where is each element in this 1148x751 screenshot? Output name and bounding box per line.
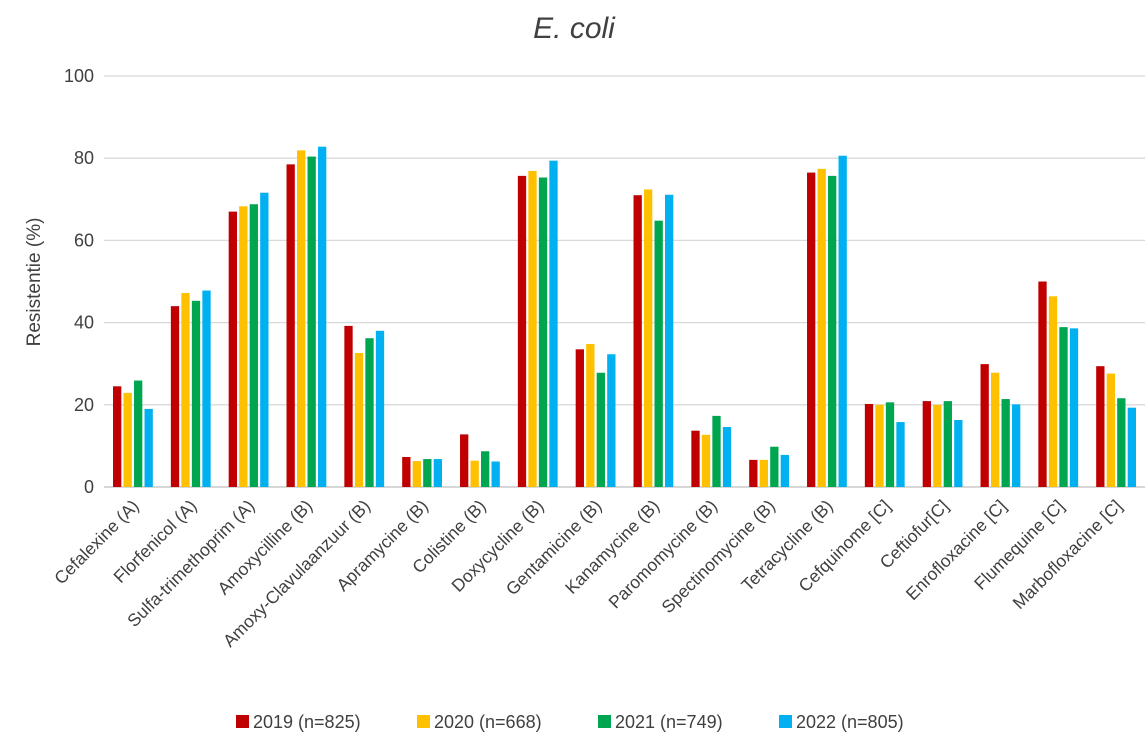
- bar: [864, 403, 874, 487]
- bar: [123, 392, 132, 487]
- bar: [644, 189, 653, 487]
- legend-label: 2021 (n=749): [615, 712, 723, 732]
- bar: [722, 426, 732, 487]
- bar: [828, 175, 837, 488]
- bar: [517, 175, 527, 488]
- bar: [239, 206, 248, 488]
- y-tick-label: 80: [74, 148, 94, 168]
- bar: [433, 459, 442, 487]
- bar: [691, 430, 700, 487]
- bar: [980, 364, 989, 487]
- bar: [633, 195, 642, 487]
- y-tick-label: 0: [84, 477, 94, 497]
- bar: [654, 220, 663, 487]
- y-tick-label: 40: [74, 313, 94, 333]
- y-axis-ticks: 0 20 40 60 80 100: [64, 66, 94, 497]
- bar: [1059, 327, 1068, 487]
- legend-label: 2020 (n=668): [434, 712, 542, 732]
- bar: [191, 300, 201, 487]
- bar: [712, 415, 721, 487]
- bar: [749, 459, 758, 487]
- bar: [896, 422, 905, 487]
- bar: [875, 404, 884, 487]
- bar: [491, 461, 500, 487]
- bar: [607, 354, 616, 487]
- legend-label: 2019 (n=825): [253, 712, 361, 732]
- bar: [575, 349, 584, 487]
- bar: [759, 459, 768, 487]
- bar: [412, 461, 421, 487]
- bar: [780, 454, 789, 487]
- bar: [770, 446, 779, 487]
- y-axis-label: Resistentie (%): [24, 218, 45, 347]
- bar: [1012, 404, 1021, 487]
- bar: [885, 402, 895, 487]
- bar: [460, 434, 469, 487]
- bar: [954, 420, 963, 487]
- chart-title: E. coli: [533, 12, 616, 45]
- gridlines: [104, 75, 1145, 488]
- legend-swatch: [598, 715, 611, 728]
- legend-swatch: [779, 715, 792, 728]
- bar: [528, 170, 537, 488]
- y-tick-label: 60: [74, 230, 94, 250]
- bar: [701, 434, 711, 487]
- bar: [933, 404, 942, 487]
- bar: [170, 306, 180, 487]
- bar: [181, 293, 190, 487]
- bar: [297, 150, 306, 488]
- bar: [286, 164, 295, 488]
- bar: [113, 386, 122, 487]
- bar: [1127, 407, 1136, 487]
- bar: [365, 338, 374, 487]
- bar: [344, 325, 353, 487]
- bar: [838, 155, 847, 487]
- bar: [134, 380, 143, 487]
- bar: [538, 177, 548, 487]
- y-tick-label: 20: [74, 395, 94, 415]
- bar: [318, 146, 327, 487]
- bar: [549, 160, 558, 487]
- bar: [586, 343, 595, 487]
- bar: [1038, 281, 1047, 487]
- bar: [260, 192, 269, 487]
- bar: [144, 408, 153, 487]
- bar: [423, 459, 432, 487]
- legend-label: 2022 (n=805): [796, 712, 904, 732]
- bar: [922, 401, 931, 487]
- bar: [481, 451, 490, 487]
- legend-swatch: [417, 715, 430, 728]
- legend: 2019 (n=825) 2020 (n=668) 2021 (n=749) 2022…: [236, 712, 904, 732]
- bar: [1001, 399, 1010, 487]
- x-tick-label: Enrofloxacine [C]: [902, 496, 1010, 604]
- bar: [1096, 366, 1105, 487]
- bar: [1069, 328, 1079, 487]
- bar: [375, 330, 385, 487]
- bar: [402, 456, 411, 487]
- x-axis-labels: Cefalexine (A)Florfenicol (A)Sulfa-trime…: [50, 496, 1126, 651]
- x-tick-label: Marbofloxacine [C]: [1009, 496, 1126, 613]
- bar: [817, 168, 826, 488]
- bar: [470, 460, 479, 487]
- bar: [228, 211, 237, 487]
- bar: [1048, 296, 1058, 487]
- bars: [113, 146, 1136, 488]
- bar: [1106, 373, 1115, 487]
- bar: [249, 204, 258, 487]
- bar: [354, 353, 364, 487]
- bar: [807, 172, 816, 487]
- bar: [202, 290, 211, 487]
- x-tick-label: Paromomycine (B): [604, 496, 721, 613]
- bar: [1117, 398, 1126, 487]
- bar: [596, 372, 605, 487]
- bar: [991, 372, 1000, 487]
- bar: [307, 156, 316, 487]
- bar: [943, 401, 952, 487]
- legend-swatch: [236, 715, 249, 728]
- y-tick-label: 100: [64, 66, 94, 86]
- bar: [665, 194, 674, 488]
